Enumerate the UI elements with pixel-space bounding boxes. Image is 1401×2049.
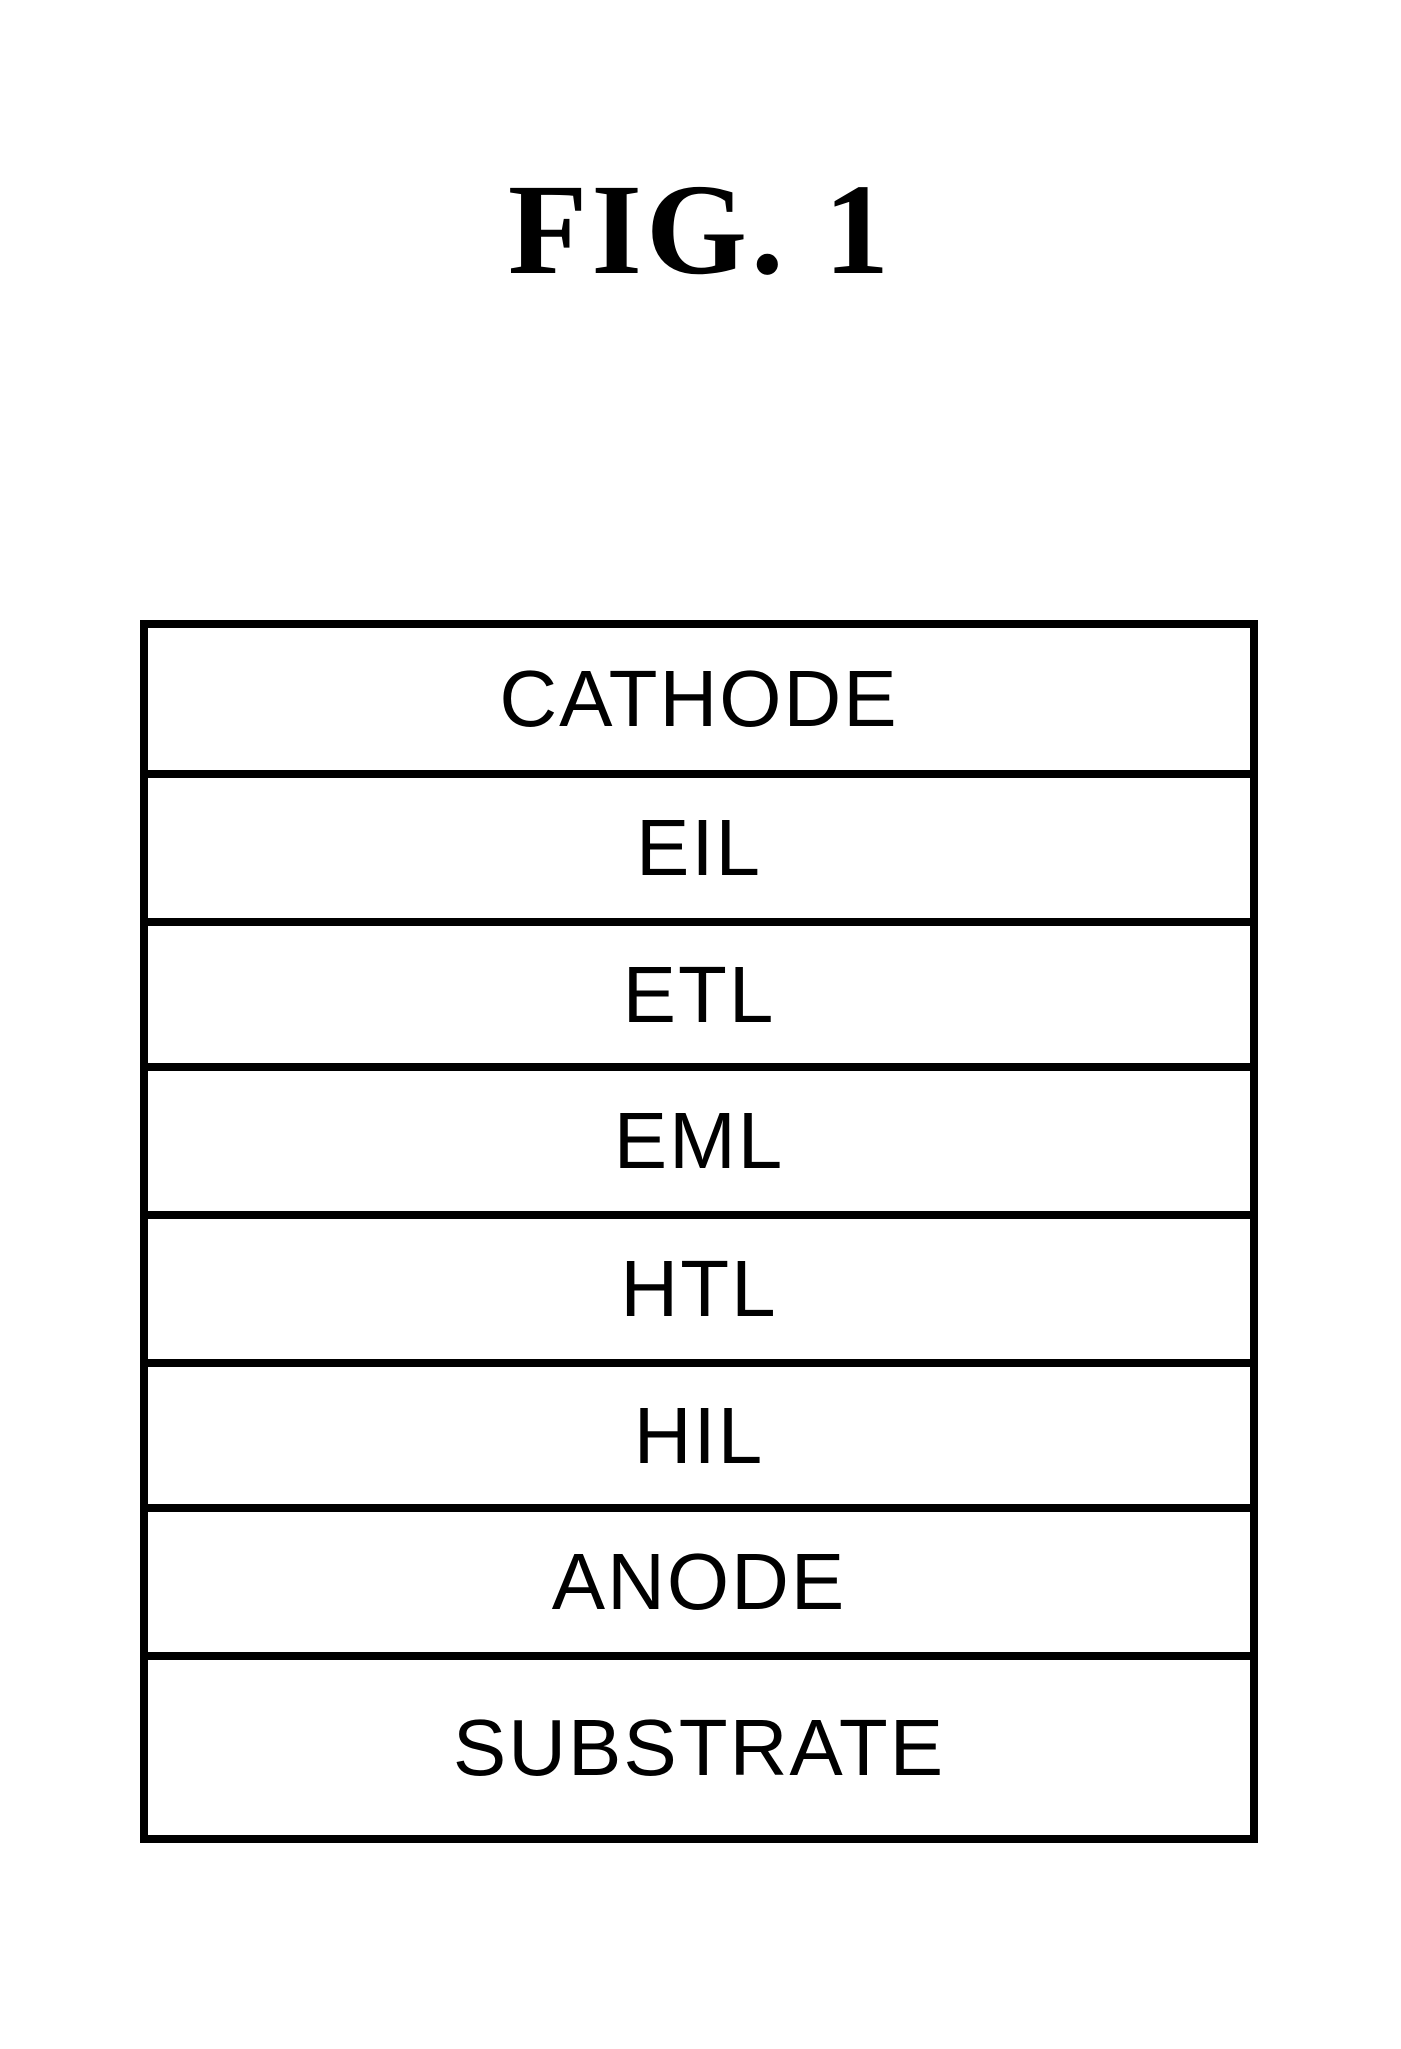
layer-anode: ANODE — [148, 1512, 1250, 1660]
layer-etl: ETL — [148, 926, 1250, 1071]
layer-substrate: SUBSTRATE — [148, 1660, 1250, 1835]
layer-stack-diagram: CATHODE EIL ETL EML HTL HIL ANODE SUBSTR… — [140, 620, 1258, 1843]
figure-title: FIG. 1 — [0, 155, 1401, 305]
layer-cathode: CATHODE — [148, 628, 1250, 778]
layer-hil: HIL — [148, 1367, 1250, 1512]
layer-eml: EML — [148, 1071, 1250, 1219]
layer-htl: HTL — [148, 1219, 1250, 1367]
layer-eil: EIL — [148, 778, 1250, 926]
